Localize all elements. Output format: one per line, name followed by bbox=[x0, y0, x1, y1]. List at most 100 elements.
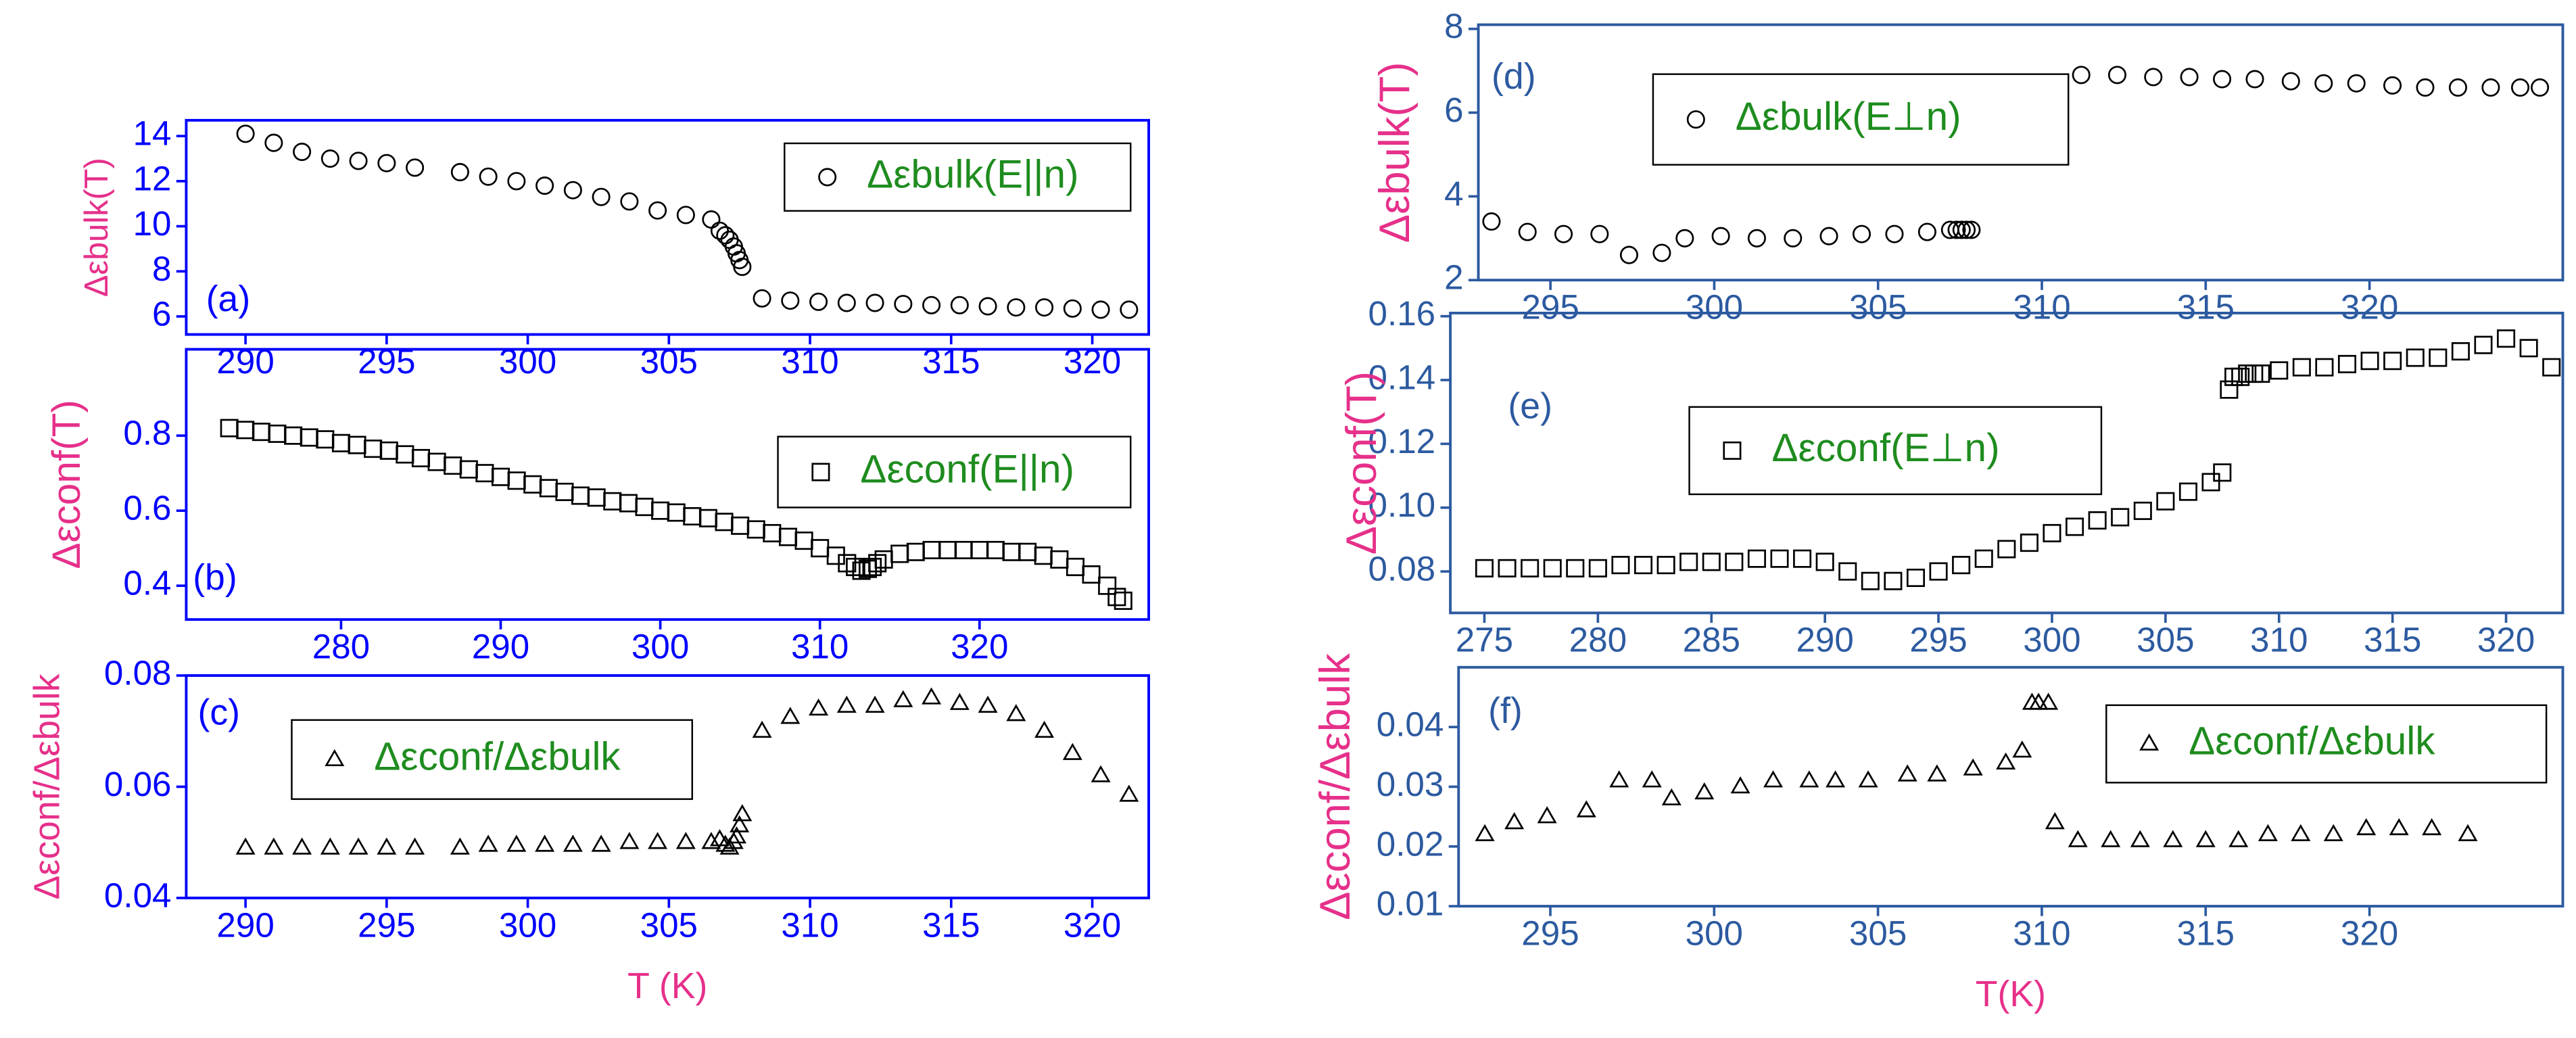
x-tick-label: 295 bbox=[358, 342, 415, 381]
y-tick-label: 0.10 bbox=[1368, 486, 1436, 524]
x-tick-label: 315 bbox=[922, 342, 980, 381]
marker bbox=[1730, 776, 1750, 794]
legend-box bbox=[1688, 406, 2103, 496]
marker bbox=[978, 297, 997, 316]
marker bbox=[811, 539, 830, 558]
marker bbox=[2416, 78, 2435, 97]
plot-frame bbox=[1449, 311, 2565, 615]
y-tick-label: 0.04 bbox=[1377, 705, 1444, 744]
marker bbox=[1884, 571, 1903, 590]
marker bbox=[619, 832, 640, 849]
marker bbox=[478, 834, 498, 852]
marker bbox=[1588, 559, 1607, 577]
marker bbox=[1091, 300, 1110, 319]
marker bbox=[763, 523, 782, 543]
marker bbox=[1661, 788, 1681, 805]
marker bbox=[1929, 562, 1948, 581]
marker bbox=[2429, 348, 2448, 367]
marker bbox=[1686, 110, 1705, 129]
marker bbox=[620, 192, 639, 211]
marker bbox=[236, 421, 255, 440]
plot-frame bbox=[1477, 23, 2565, 282]
marker bbox=[2258, 824, 2278, 841]
marker bbox=[535, 834, 555, 852]
marker bbox=[949, 692, 970, 710]
marker bbox=[331, 433, 350, 452]
marker bbox=[1675, 229, 1694, 247]
x-tick-label: 310 bbox=[791, 628, 849, 666]
marker bbox=[1098, 576, 1117, 595]
marker bbox=[292, 837, 312, 855]
marker bbox=[733, 258, 752, 277]
marker bbox=[2481, 78, 2500, 97]
y-tick-label: 4 bbox=[1444, 174, 1463, 213]
x-tick-label: 290 bbox=[216, 905, 274, 944]
marker bbox=[2315, 358, 2334, 377]
marker bbox=[732, 804, 753, 822]
marker bbox=[1861, 571, 1880, 590]
marker bbox=[1002, 542, 1021, 561]
marker bbox=[648, 201, 667, 220]
marker bbox=[539, 479, 558, 498]
y-tick-label: 6 bbox=[1444, 91, 1463, 129]
marker bbox=[1006, 704, 1026, 722]
panel-label: (b) bbox=[193, 557, 237, 598]
marker bbox=[1611, 556, 1630, 575]
marker bbox=[1819, 227, 1838, 245]
x-tick-label: 305 bbox=[1849, 288, 1907, 327]
marker bbox=[1475, 559, 1494, 577]
marker bbox=[1962, 220, 1981, 239]
marker bbox=[858, 559, 878, 578]
marker bbox=[619, 494, 638, 513]
x-tick-label: 320 bbox=[1064, 905, 1121, 944]
marker bbox=[1554, 225, 1573, 243]
marker bbox=[2389, 818, 2409, 836]
marker bbox=[2347, 74, 2366, 93]
marker bbox=[922, 296, 941, 314]
marker bbox=[1906, 568, 1926, 588]
marker bbox=[2383, 76, 2402, 95]
legend-label: Δεconf/Δεbulk bbox=[374, 735, 621, 779]
marker bbox=[2111, 508, 2130, 527]
marker bbox=[293, 143, 312, 162]
x-tick-label: 315 bbox=[2177, 914, 2235, 952]
marker bbox=[746, 520, 765, 539]
marker bbox=[2012, 740, 2032, 758]
marker bbox=[492, 467, 510, 486]
marker bbox=[2531, 78, 2550, 97]
marker bbox=[2231, 367, 2250, 386]
marker bbox=[1793, 549, 1812, 568]
marker bbox=[1035, 298, 1054, 317]
x-tick-label: 320 bbox=[1064, 342, 1121, 381]
marker bbox=[2458, 824, 2478, 841]
y-tick-label: 0.01 bbox=[1377, 884, 1444, 923]
x-tick-label: 310 bbox=[2250, 621, 2308, 659]
marker bbox=[809, 292, 828, 311]
marker bbox=[1537, 806, 1557, 824]
marker bbox=[683, 506, 702, 526]
marker bbox=[2251, 364, 2270, 383]
x-tick-label: 310 bbox=[781, 905, 838, 944]
marker bbox=[1652, 243, 1671, 262]
legend-label: Δεbulk(E||n) bbox=[867, 152, 1078, 196]
x-tick-label: 300 bbox=[1686, 288, 1743, 327]
marker bbox=[2201, 473, 2220, 492]
marker bbox=[731, 516, 750, 535]
marker bbox=[950, 296, 969, 314]
marker bbox=[794, 532, 813, 550]
marker bbox=[2245, 70, 2264, 89]
marker bbox=[300, 428, 318, 447]
marker bbox=[780, 707, 801, 724]
marker bbox=[396, 445, 414, 464]
marker bbox=[836, 695, 857, 713]
marker bbox=[1050, 550, 1069, 569]
marker bbox=[284, 426, 303, 445]
marker bbox=[507, 471, 526, 490]
marker bbox=[1747, 549, 1766, 568]
marker bbox=[1634, 556, 1653, 575]
marker bbox=[2139, 733, 2160, 751]
y-axis-label: Δεconf(T) bbox=[45, 400, 89, 569]
marker bbox=[2038, 692, 2059, 710]
marker bbox=[2323, 824, 2343, 841]
x-tick-label: 305 bbox=[640, 905, 698, 944]
